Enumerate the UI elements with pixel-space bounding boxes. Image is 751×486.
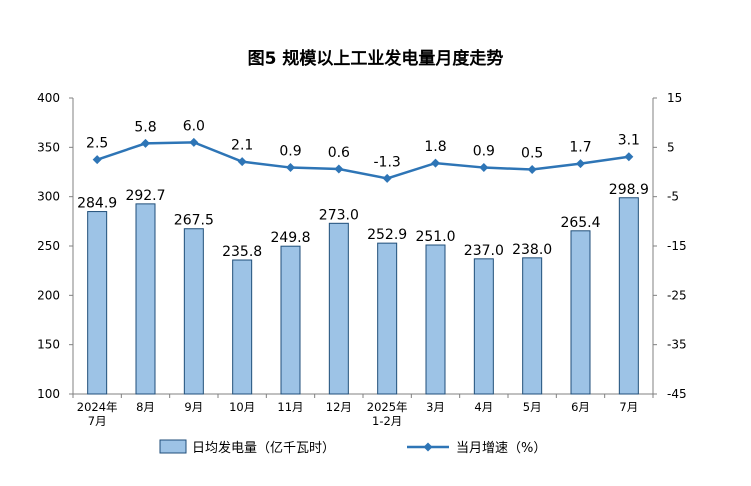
line-data-label: -1.3: [374, 154, 401, 170]
bar: [618, 197, 639, 395]
bar-data-label: 273.0: [319, 207, 359, 223]
line-point: [237, 157, 247, 167]
axes: 100 150 200 250 300 350 400 -45 -35 -25 -15 -5 5 15 20…: [37, 91, 687, 428]
y-right-tick-label: -25: [667, 288, 687, 302]
line-point: [382, 173, 392, 183]
x-tick-label: 10月: [229, 400, 255, 414]
line-point: [576, 159, 585, 169]
y-left-tick-label: 250: [37, 239, 60, 253]
x-tick-label: 2024年 7月: [77, 400, 118, 428]
bar: [570, 230, 591, 395]
y-left-tick-label: 200: [37, 288, 60, 302]
x-tick-label: 4月: [474, 400, 493, 414]
bar: [473, 258, 494, 395]
y-right-tick-label: -35: [667, 338, 687, 352]
chart-title: 图5 规模以上工业发电量月度走势: [247, 49, 504, 69]
legend-line-label: 当月增速（%）: [456, 441, 546, 456]
x-tick-label: 2025年 1-2月: [367, 400, 408, 428]
y-left-tick-label: 100: [37, 387, 60, 401]
y-left-tick-label: 400: [37, 91, 60, 105]
bar: [183, 228, 204, 395]
bar: [522, 257, 543, 395]
y-right-tick-label: -5: [667, 190, 679, 204]
bar: [328, 222, 349, 395]
line-data-label: 0.5: [521, 146, 543, 162]
line-data-label: 1.7: [569, 140, 591, 156]
x-tick-label: 11月: [277, 400, 303, 414]
line-data-label: 3.1: [618, 133, 640, 149]
bar-data-label: 249.8: [270, 230, 310, 246]
bar: [135, 203, 156, 395]
legend: 日均发电量（亿千瓦时） 当月增速（%）: [159, 439, 546, 456]
x-tick-label: 5月: [523, 400, 542, 414]
y-right-tick-label: -45: [667, 387, 687, 401]
bars: [87, 197, 639, 395]
bar-data-label: 238.0: [512, 242, 552, 258]
line-data-label: 6.0: [183, 118, 205, 134]
line-data-label: 0.9: [279, 144, 301, 160]
line-data-label: 2.1: [231, 138, 253, 154]
bar: [232, 259, 253, 395]
x-tick-label: 6月: [571, 400, 590, 414]
line-data-label: 0.6: [328, 145, 350, 161]
y-left-tick-label: 350: [37, 140, 60, 154]
line-point: [92, 155, 102, 165]
line-data-label: 5.8: [134, 119, 156, 135]
x-tick-label: 3月: [426, 400, 445, 414]
y-left-tick-label: 150: [37, 338, 60, 352]
line-series: [92, 137, 634, 183]
x-tick-label: 9月: [184, 400, 203, 414]
bar: [377, 242, 398, 395]
bar-data-label: 265.4: [560, 215, 600, 231]
bar-data-label: 235.8: [222, 244, 262, 260]
bar-data-label: 298.9: [609, 182, 649, 198]
x-tick-label: 12月: [326, 400, 352, 414]
y-right-tick-label: 15: [667, 91, 682, 105]
data-labels: 284.9 292.7 267.5 235.8 249.8 273.0 252.9 251.0…: [77, 118, 649, 260]
bar: [87, 211, 108, 395]
bar: [280, 245, 301, 395]
line-point: [527, 165, 537, 175]
bar-data-label: 237.0: [464, 243, 504, 259]
bar-data-label: 251.0: [415, 229, 455, 245]
legend-bar-swatch: [159, 439, 187, 454]
bar-data-label: 267.5: [174, 213, 214, 229]
bar-data-label: 284.9: [77, 196, 117, 212]
y-right-tick-label: -15: [667, 239, 687, 253]
bar-data-label: 292.7: [125, 188, 165, 204]
y-right-tick-label: 5: [667, 140, 675, 154]
line-point: [189, 137, 199, 147]
y-left-tick-label: 300: [37, 190, 60, 204]
line-point: [286, 163, 295, 173]
line-data-label: 1.8: [424, 139, 446, 155]
line-point: [431, 158, 440, 168]
legend-bar-label: 日均发电量（亿千瓦时）: [192, 440, 335, 456]
line-data-label: 2.5: [86, 136, 108, 152]
line-point: [334, 164, 344, 174]
x-tick-label: 7月: [619, 400, 638, 414]
line-point: [479, 163, 489, 173]
bar: [425, 244, 446, 395]
growth-line: [96, 141, 630, 180]
bar-data-label: 252.9: [367, 227, 407, 243]
x-tick-label: 8月: [136, 400, 155, 414]
legend-line-marker: [423, 442, 433, 452]
line-data-label: 0.9: [473, 144, 495, 160]
line-point: [624, 152, 634, 162]
line-point: [141, 138, 150, 148]
